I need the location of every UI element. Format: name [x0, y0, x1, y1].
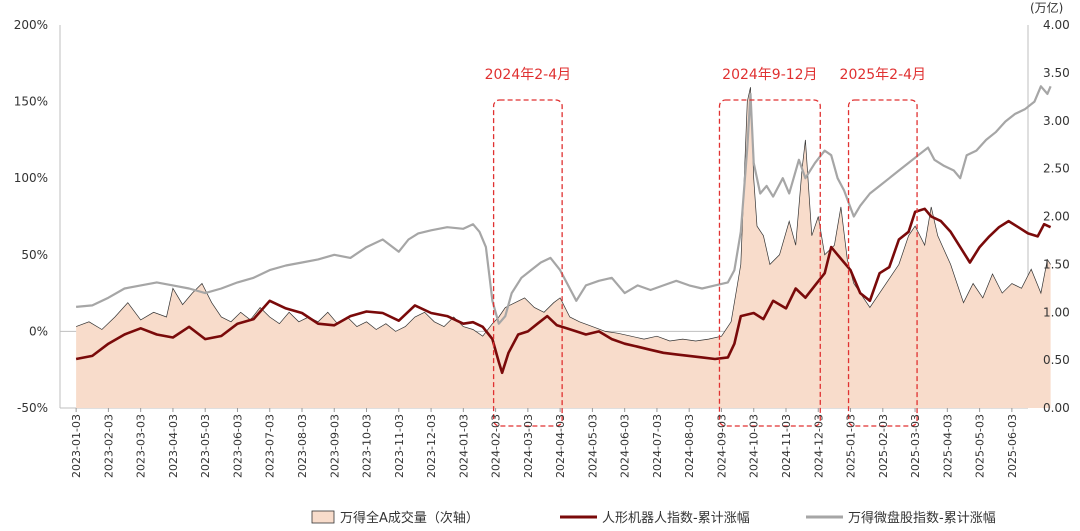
- y-left-tick-label: 100%: [14, 171, 48, 185]
- legend-label-volume: 万得全A成交量（次轴）: [340, 510, 479, 526]
- x-tick-label: 2025-04-03: [941, 414, 954, 478]
- x-tick-label: 2023-07-03: [264, 414, 277, 478]
- annotation-box: [492, 99, 563, 427]
- y-right-tick-label: 0.50: [1043, 353, 1070, 367]
- x-tick-label: 2024-03-03: [522, 414, 535, 478]
- x-tick-label: 2023-12-03: [425, 414, 438, 478]
- x-tick-label: 2025-06-03: [1006, 414, 1019, 478]
- annotation-label: 2024年2-4月: [485, 67, 572, 83]
- x-tick-label: 2023-03-03: [135, 414, 148, 478]
- y-left-tick-label: 50%: [21, 248, 48, 262]
- axis-layer: (万亿) 200% 150% 100% 50% 0% -50% 4.00 3.50 3.00 2.…: [14, 0, 1070, 478]
- x-tick-label: 2023-04-03: [167, 414, 180, 478]
- annotation-label: 2024年9-12月: [722, 67, 817, 83]
- x-tick-label: 2023-05-03: [199, 414, 212, 478]
- y-left-tick-label: -50%: [17, 401, 48, 415]
- y-right-unit: (万亿): [1030, 0, 1063, 15]
- y-left-tick-label: 150%: [14, 95, 48, 109]
- y-right-tick-label: 2.50: [1043, 162, 1070, 176]
- x-tick-label: 2025-03-03: [909, 414, 922, 478]
- legend-label-robot: 人形机器人指数-累计涨幅: [602, 511, 750, 526]
- y-right-tick-label: 2.00: [1043, 210, 1070, 224]
- x-tick-label: 2024-08-03: [683, 414, 696, 478]
- x-tick-label: 2023-11-03: [393, 414, 406, 478]
- legend-label-microcap: 万得微盘股指数-累计涨幅: [848, 510, 996, 526]
- series-volume-outline: [75, 87, 1051, 342]
- x-tick-label: 2023-09-03: [328, 414, 341, 478]
- legend: 万得全A成交量（次轴） 人形机器人指数-累计涨幅 万得微盘股指数-累计涨幅: [311, 510, 996, 526]
- x-tick-label: 2024-02-03: [490, 414, 503, 478]
- annotation-layer: 2024年2-4月 2024年9-12月 2025年2-4月: [485, 67, 927, 427]
- x-tick-label: 2024-10-03: [748, 414, 761, 478]
- y-right-tick-label: 1.50: [1043, 257, 1070, 271]
- y-right-tick-label: 4.00: [1043, 18, 1070, 32]
- x-tick-label: 2024-09-03: [715, 414, 728, 478]
- x-tick-label: 2024-07-03: [651, 414, 664, 478]
- annotation-box: [718, 99, 821, 427]
- y-left-tick-label: 0%: [29, 324, 48, 338]
- y-right-tick-label: 3.00: [1043, 114, 1070, 128]
- x-tick-label: 2024-11-03: [780, 414, 793, 478]
- x-tick-label: 2024-01-03: [457, 414, 470, 478]
- y-right-tick-label: 3.50: [1043, 66, 1070, 80]
- series-robot-line: [75, 207, 1052, 375]
- legend-swatch-volume: [311, 510, 335, 524]
- y-right-tick-label: 1.00: [1043, 305, 1070, 319]
- x-tick-label: 2023-02-03: [102, 414, 115, 478]
- x-tick-label: 2023-01-03: [70, 414, 83, 478]
- y-left-tick-label: 200%: [14, 18, 48, 32]
- x-tick-label: 2025-01-03: [845, 414, 858, 478]
- y-right-tick-label: 0.00: [1043, 401, 1070, 415]
- series-microcap-line: [75, 85, 1052, 325]
- x-tick-label: 2023-08-03: [296, 414, 309, 478]
- series-layer: [75, 85, 1052, 408]
- x-tick-label: 2024-12-03: [812, 414, 825, 478]
- x-tick-label: 2023-10-03: [361, 414, 374, 478]
- x-tick-label: 2024-04-03: [554, 414, 567, 478]
- x-tick-label: 2024-06-03: [619, 414, 632, 478]
- annotation-label: 2025年2-4月: [840, 67, 927, 83]
- x-tick-label: 2024-05-03: [586, 414, 599, 478]
- x-tick-label: 2025-02-03: [877, 414, 890, 478]
- annotation-box: [847, 99, 918, 427]
- x-tick-label: 2025-05-03: [974, 414, 987, 478]
- x-tick-label: 2023-06-03: [231, 414, 244, 478]
